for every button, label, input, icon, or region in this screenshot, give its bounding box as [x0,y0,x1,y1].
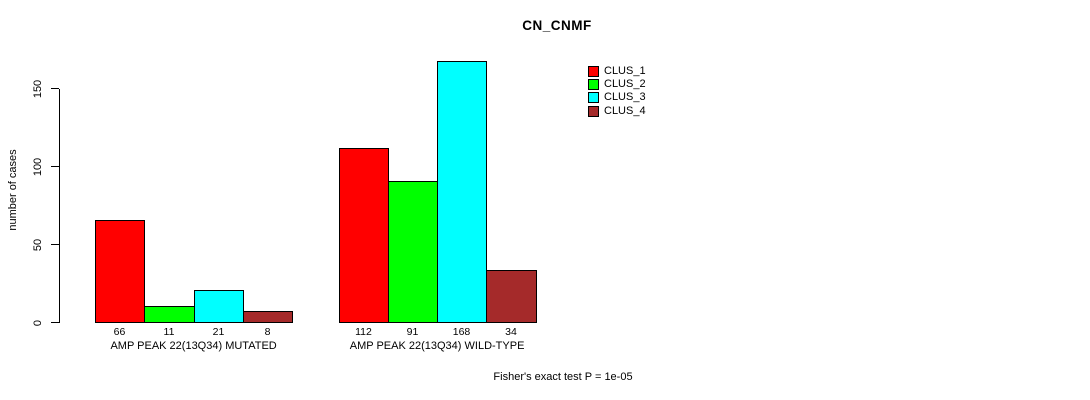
chart-title: CN_CNMF [522,18,592,33]
y-axis-tick [51,88,59,89]
bar-value-label: 34 [505,326,517,338]
bar-value-label: 21 [212,326,225,338]
bar-clus_2-group2 [388,181,438,323]
legend-swatch-clus_4 [588,105,599,117]
legend-label-clus_3: CLUS_3 [604,91,646,104]
legend-label-clus_4: CLUS_4 [604,104,646,117]
bar-clus_4-group2 [486,270,537,323]
bar-value-label: 112 [355,326,372,338]
bar-clus_2-group1 [144,306,195,323]
bar-value-label: 91 [406,326,419,338]
y-axis-tick-label: 150 [32,79,44,98]
category-label: AMP PEAK 22(13Q34) WILD-TYPE [349,340,525,352]
bar-value-label: 168 [452,326,471,338]
y-axis-tick [51,166,59,167]
legend-swatch-clus_1 [588,66,599,77]
y-axis-tick [51,322,59,323]
y-axis-label: number of cases [7,149,19,231]
y-axis-tick [51,244,59,245]
bar-clus_3-group2 [437,61,487,323]
legend-label-clus_2: CLUS_2 [604,78,646,91]
fisher-test-annotation: Fisher's exact test P = 1e-05 [493,371,633,383]
legend-swatch-clus_3 [588,92,599,104]
category-label: AMP PEAK 22(13Q34) MUTATED [110,340,277,352]
bar-clus_1-group1 [95,220,145,323]
bar-clus_3-group1 [194,290,244,323]
bar-value-label: 66 [113,326,126,338]
bar-value-label: 11 [163,326,175,338]
y-axis-tick-label: 50 [32,238,44,251]
legend-label-clus_1: CLUS_1 [604,65,646,77]
y-axis-tick-label: 0 [32,319,44,326]
legend-swatch-clus_2 [588,79,599,91]
bar-clus_4-group1 [243,311,293,323]
bar-value-label: 8 [264,326,271,338]
y-axis-tick-label: 100 [32,157,44,176]
y-axis-line [59,88,60,323]
bar-clus_1-group2 [339,148,389,323]
